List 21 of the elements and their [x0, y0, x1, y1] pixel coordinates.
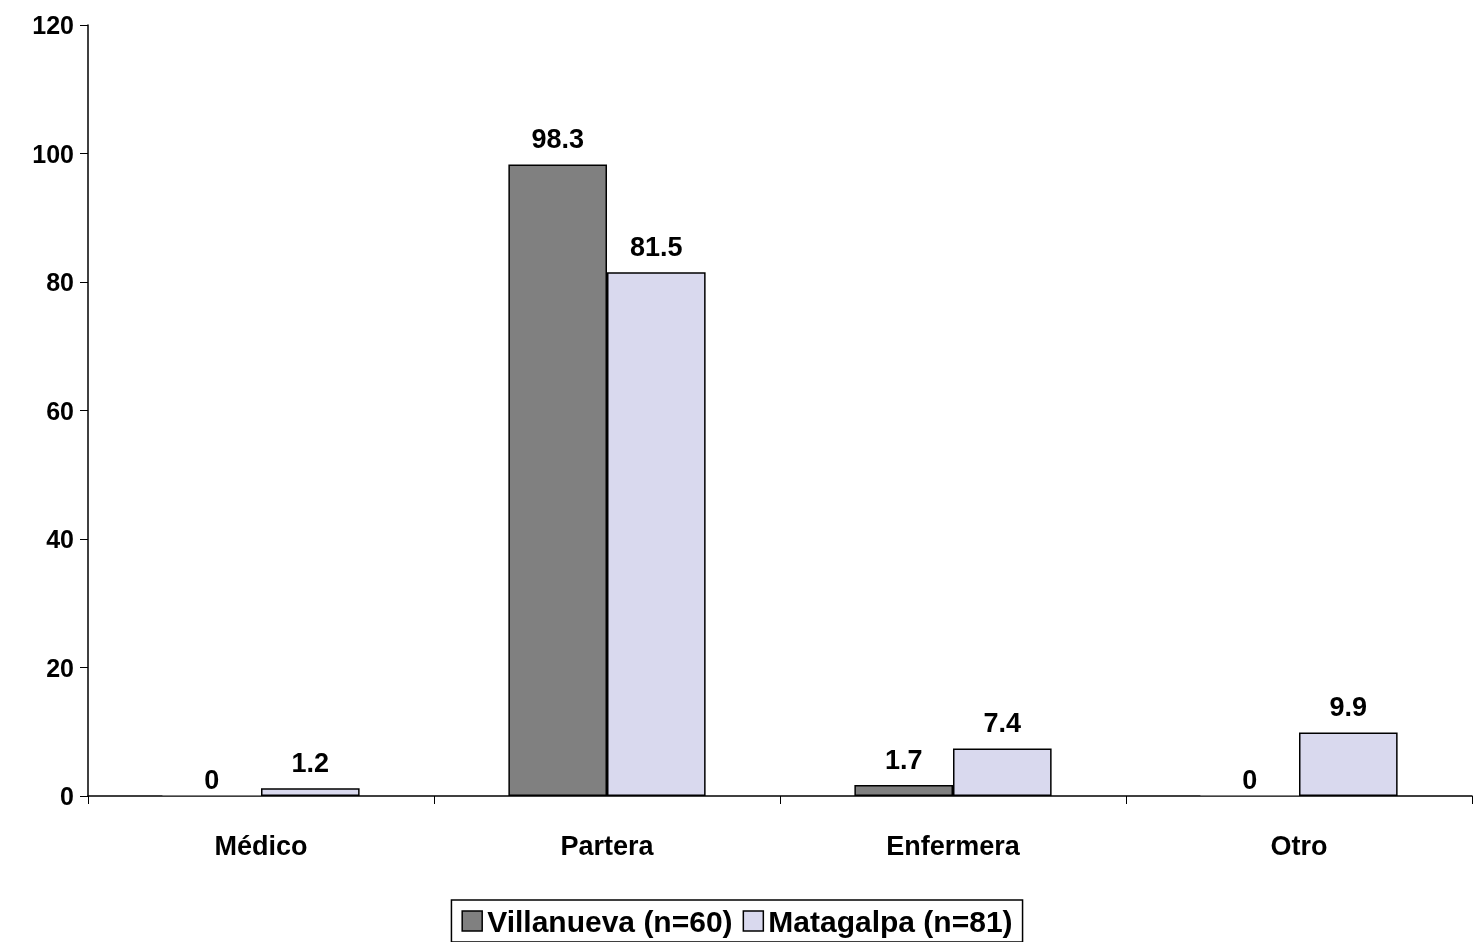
y-tick-label: 100: [32, 139, 74, 168]
y-tick-label: 20: [46, 653, 74, 682]
y-tick-label: 40: [46, 525, 74, 553]
data-label: 0: [1242, 764, 1258, 795]
data-label: 81.5: [630, 231, 683, 262]
data-label: 0: [204, 764, 220, 795]
x-tick-label: Enfermera: [886, 830, 1021, 861]
y-tick-label: 0: [60, 782, 74, 810]
x-tick-label: Otro: [1270, 830, 1328, 861]
data-label: 1.2: [291, 747, 330, 778]
data-label: 9.9: [1329, 691, 1368, 722]
y-tick-label: 120: [32, 11, 74, 39]
data-label: 98.3: [531, 123, 584, 154]
y-tick-label: 80: [46, 268, 74, 296]
legend-label: Matagalpa (n=81): [768, 904, 1013, 938]
x-tick-label: Partera: [560, 830, 655, 861]
x-tick-label: Médico: [214, 830, 308, 861]
data-label: 7.4: [983, 707, 1022, 738]
legend-label: Villanueva (n=60): [487, 904, 733, 938]
y-tick-label: 60: [46, 396, 74, 425]
data-label: 1.7: [884, 744, 923, 775]
